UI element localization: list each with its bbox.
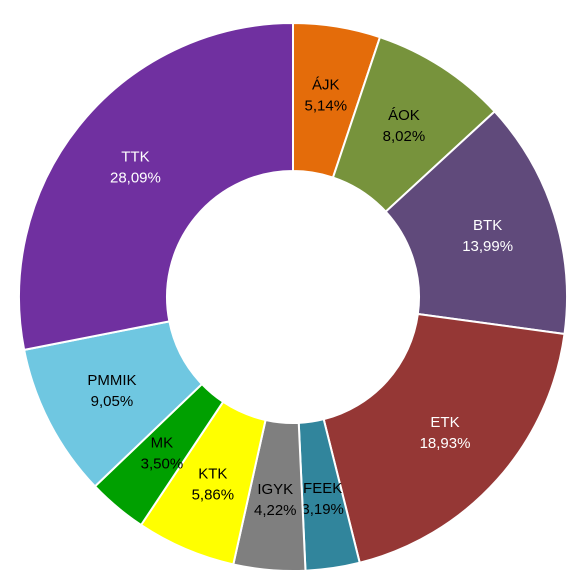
slice-name: IGYK (257, 481, 293, 498)
slice-name: FEEK (303, 480, 342, 497)
slice-value: 4,22% (254, 502, 297, 519)
slice-name: BTK (473, 217, 502, 234)
slice-value: 3,50% (141, 455, 184, 472)
donut-slice (384, 110, 568, 336)
slice-name: ÁJK (312, 77, 340, 94)
slice-name: PMMIK (87, 372, 136, 389)
slice-name: ÁOK (388, 107, 420, 124)
slice-name: MK (151, 434, 174, 451)
slice-name: ETK (430, 414, 459, 431)
slice-value: 8,02% (383, 128, 426, 145)
slice-value: 28,09% (110, 169, 161, 186)
slice-value: 5,14% (305, 98, 348, 115)
donut-slice (322, 312, 566, 564)
slice-value: 13,99% (462, 238, 513, 255)
donut-slice (18, 21, 294, 352)
slice-name: KTK (198, 466, 227, 483)
slice-value: 18,93% (420, 435, 471, 452)
slice-value: 9,05% (91, 393, 134, 410)
slice-value: 3,19% (301, 501, 344, 518)
slice-name: TTK (121, 148, 149, 165)
slice-value: 5,86% (192, 487, 235, 504)
